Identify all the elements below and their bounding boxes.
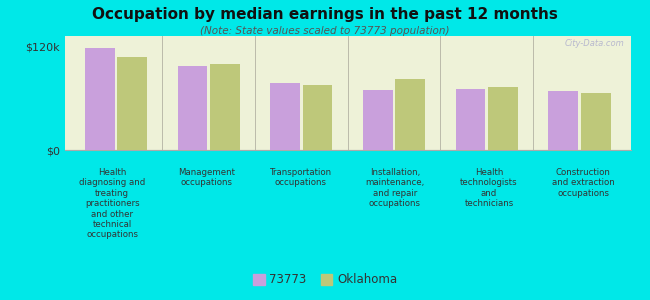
Text: Installation,
maintenance,
and repair
occupations: Installation, maintenance, and repair oc… xyxy=(365,168,424,208)
Legend: 73773, Oklahoma: 73773, Oklahoma xyxy=(248,269,402,291)
Bar xyxy=(177,66,207,150)
Text: (Note: State values scaled to 73773 population): (Note: State values scaled to 73773 popu… xyxy=(200,26,450,35)
Bar xyxy=(549,91,578,150)
Text: Health
diagnosing and
treating
practitioners
and other
technical
occupations: Health diagnosing and treating practitio… xyxy=(79,168,145,239)
Text: City-Data.com: City-Data.com xyxy=(565,39,625,48)
Bar xyxy=(118,57,147,150)
Text: Construction
and extraction
occupations: Construction and extraction occupations xyxy=(552,168,615,198)
Bar xyxy=(210,64,240,150)
Text: Occupation by median earnings in the past 12 months: Occupation by median earnings in the pas… xyxy=(92,8,558,22)
Bar xyxy=(303,85,332,150)
Bar xyxy=(395,79,425,150)
Text: Management
occupations: Management occupations xyxy=(178,168,235,188)
Bar xyxy=(270,82,300,150)
Bar xyxy=(85,48,114,150)
Bar xyxy=(488,87,518,150)
Bar xyxy=(363,89,393,150)
Text: Health
technologists
and
technicians: Health technologists and technicians xyxy=(460,168,518,208)
Bar xyxy=(456,89,486,150)
Text: Transportation
occupations: Transportation occupations xyxy=(270,168,332,188)
Bar xyxy=(581,93,610,150)
